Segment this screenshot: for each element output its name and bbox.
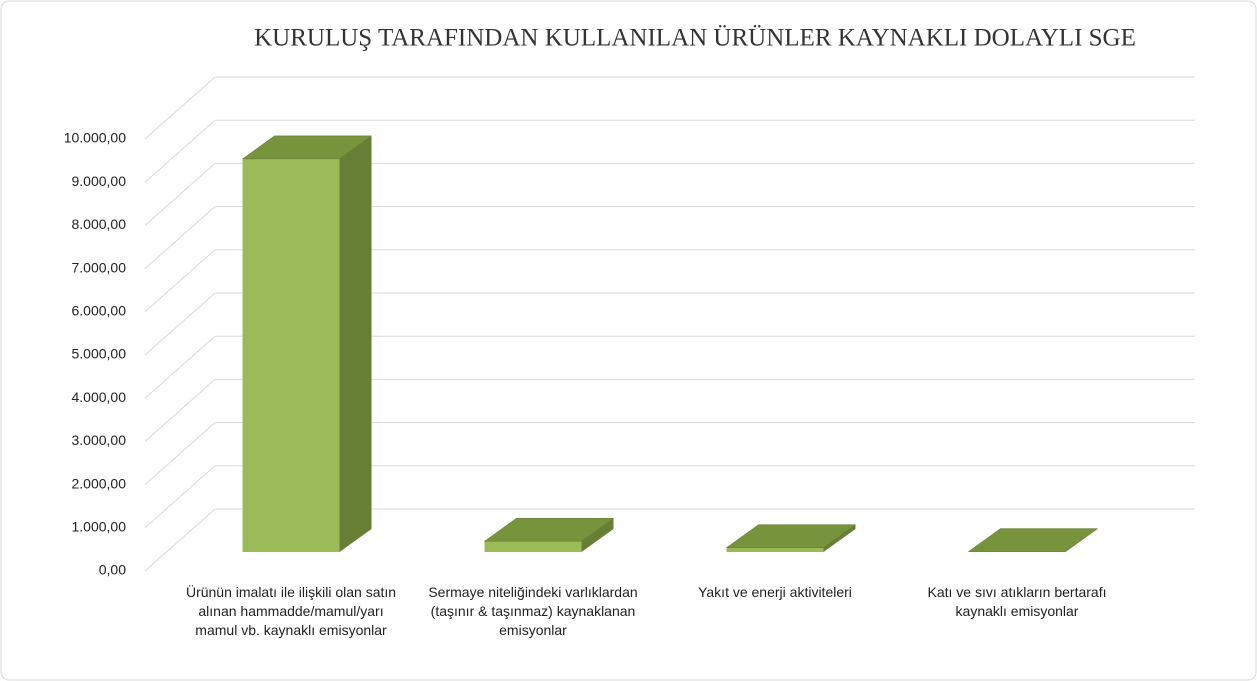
x-tick-label: Yakıt ve enerji aktiviteleri [698, 584, 852, 600]
y-tick-label: 5.000,00 [72, 346, 127, 362]
y-tick-label: 6.000,00 [72, 303, 127, 319]
y-tick-label: 2.000,00 [72, 475, 127, 491]
grid-line-side [144, 379, 216, 442]
grid-line-side [144, 119, 216, 183]
grid-line-side [144, 206, 216, 269]
bar-side [339, 135, 372, 552]
bar [484, 541, 582, 552]
x-tick-label: Katı ve sıvı atıkların bertarafı kaynakl… [927, 584, 1107, 619]
chart-title: KURULUŞ TARAFINDAN KULLANILAN ÜRÜNLER KA… [254, 25, 1136, 52]
grid-line-side [144, 76, 216, 140]
grid-line-side [144, 508, 216, 572]
y-tick-label: 1.000,00 [72, 519, 127, 535]
grid-line-side [144, 292, 216, 356]
grid-line-side [144, 335, 216, 399]
grid-line-side [144, 422, 216, 485]
bar [726, 547, 824, 552]
y-tick-label: 8.000,00 [72, 216, 127, 232]
grid-line-side [144, 163, 216, 226]
bar-side [823, 524, 856, 552]
bar [242, 158, 340, 552]
y-tick-label: 10.000,00 [64, 130, 126, 146]
grid-line-side [144, 249, 216, 313]
y-tick-label: 4.000,00 [72, 389, 127, 405]
bar-side [581, 518, 614, 552]
bar-top [483, 517, 615, 542]
y-tick-label: 9.000,00 [72, 173, 127, 189]
y-tick-label: 3.000,00 [72, 432, 127, 448]
x-tick-label: Sermaye niteliğindeki varlıklardan (taşı… [428, 584, 638, 638]
bar-top [967, 528, 1099, 552]
y-tick-label: 7.000,00 [72, 259, 127, 275]
x-tick-label: Ürünün imalatı ile ilişkili olan satın a… [185, 584, 397, 638]
bar-top [725, 524, 857, 548]
grid-line-side [144, 465, 216, 529]
bar-top [241, 135, 373, 160]
y-tick-label: 0,00 [99, 562, 126, 578]
